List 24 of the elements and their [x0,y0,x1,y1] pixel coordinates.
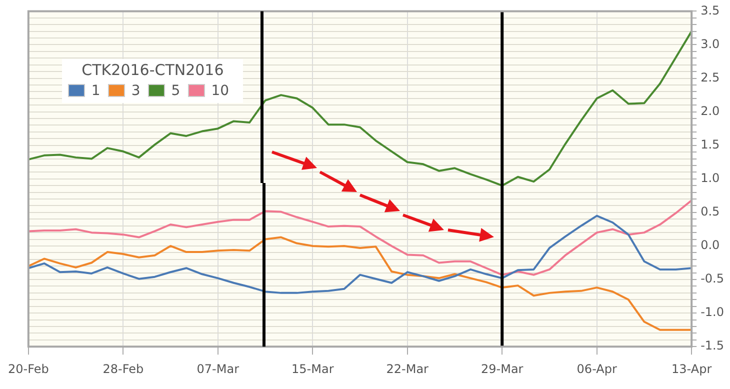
legend-label: 3 [131,82,140,99]
y-tick-label: 0.0 [700,238,720,252]
y-tick-label: 0.5 [700,204,720,219]
y-tick-label: 1.5 [700,137,720,152]
legend-label: 10 [211,82,230,99]
y-tick-label: -1.0 [700,305,724,320]
legend-title: CTK2016-CTN2016 [80,61,225,80]
y-tick-label: 2.0 [700,104,720,118]
y-tick-label: -0.5 [700,272,724,286]
y-tick-label: 1.0 [700,171,720,186]
x-tick-label: 20-Feb [8,362,49,376]
x-tick-label: 07-Mar [196,362,240,376]
legend-label: 1 [91,82,100,99]
y-tick-label: 3.5 [700,3,720,18]
x-tick-label: 29-Mar [480,362,524,376]
legend-label: 5 [171,82,180,99]
x-tick-label: 13-Apr [672,362,712,376]
y-tick-label: 2.5 [700,70,720,84]
x-tick-label: 28-Feb [102,362,144,376]
x-tick-label: 06-Apr [576,362,617,376]
x-tick-label: 15-Mar [292,362,334,376]
y-tick-label: -1.5 [700,338,724,353]
x-tick-label: 22-Mar [386,362,429,376]
y-tick-label: 3.0 [700,36,720,51]
